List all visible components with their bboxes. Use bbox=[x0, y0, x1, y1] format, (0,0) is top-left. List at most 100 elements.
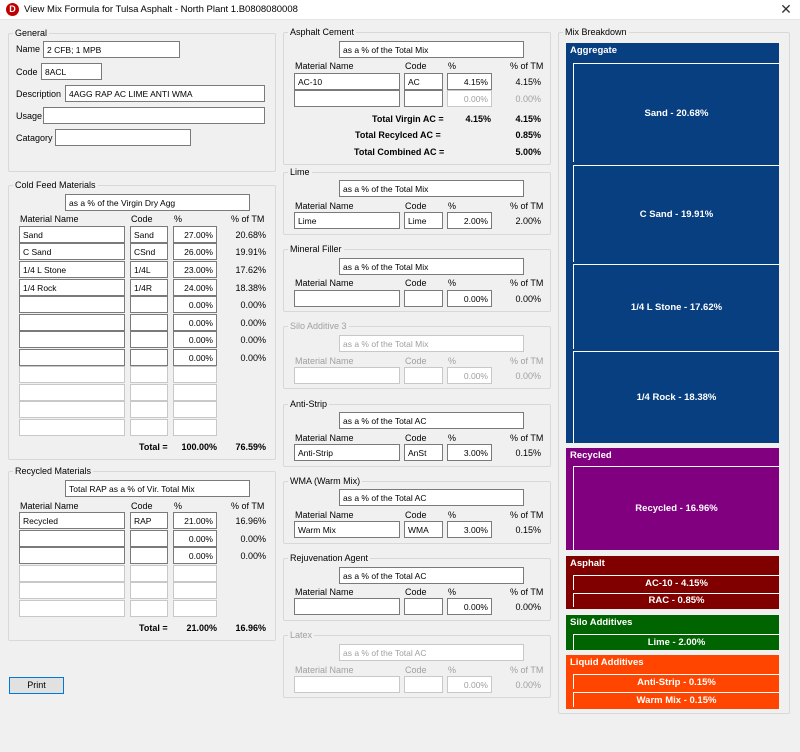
empty-row-cell bbox=[130, 565, 168, 582]
material-name-field[interactable]: 1/4 L Stone bbox=[19, 261, 125, 278]
mineral-filler-material-field[interactable] bbox=[294, 290, 400, 307]
code-field[interactable] bbox=[130, 530, 168, 547]
percent-field[interactable]: 4.15% bbox=[447, 73, 492, 90]
rejuvenation-code-field[interactable] bbox=[404, 598, 443, 615]
percent-field[interactable]: 0.00% bbox=[173, 296, 217, 313]
cold-feed-total-pct: 100.00% bbox=[181, 442, 217, 452]
empty-row-cell bbox=[173, 565, 217, 582]
percent-tm-value: 19.91% bbox=[235, 247, 266, 257]
cold-feed-header-code: Code bbox=[131, 214, 153, 224]
percent-field[interactable]: 0.00% bbox=[173, 349, 217, 366]
empty-row-cell bbox=[173, 384, 217, 401]
as-header-material: Material Name bbox=[295, 433, 354, 443]
material-name-field[interactable]: 1/4 Rock bbox=[19, 279, 125, 296]
silo-additive-3-title: Silo Additive 3 bbox=[288, 321, 349, 332]
lime-material-field[interactable]: Lime bbox=[294, 212, 400, 229]
anti-strip-material-field[interactable]: Anti-Strip bbox=[294, 444, 400, 461]
percent-tm-value: 16.96% bbox=[235, 516, 266, 526]
print-button[interactable]: Print bbox=[9, 677, 64, 694]
wma-material-field[interactable]: Warm Mix bbox=[294, 521, 400, 538]
empty-row-cell bbox=[173, 419, 217, 436]
code-field[interactable]: AC bbox=[404, 73, 443, 90]
mf-header-material: Material Name bbox=[295, 278, 354, 288]
recycled-group: Recycled Materials bbox=[8, 466, 276, 641]
material-name-field[interactable]: Sand bbox=[19, 226, 125, 243]
close-icon[interactable]: ✕ bbox=[780, 1, 792, 17]
sa3-header-material: Material Name bbox=[295, 356, 354, 366]
percent-field[interactable]: 26.00% bbox=[173, 243, 217, 260]
wma-code-field[interactable]: WMA bbox=[404, 521, 443, 538]
rejuvenation-material-field[interactable] bbox=[294, 598, 400, 615]
code-field[interactable]: RAP bbox=[130, 512, 168, 529]
code-field[interactable]: 1/4L bbox=[130, 261, 168, 278]
material-name-field[interactable] bbox=[19, 530, 125, 547]
empty-row-cell bbox=[173, 366, 217, 383]
description-field[interactable]: 4AGG RAP AC LIME ANTI WMA bbox=[65, 85, 265, 102]
recycled-total-tm: 16.96% bbox=[235, 623, 266, 633]
percent-field[interactable]: 0.00% bbox=[173, 547, 217, 564]
code-field[interactable] bbox=[130, 314, 168, 331]
empty-row-cell bbox=[19, 419, 125, 436]
lx-header-tm: % of TM bbox=[510, 665, 544, 675]
code-field[interactable]: Sand bbox=[130, 226, 168, 243]
percent-field[interactable]: 24.00% bbox=[173, 279, 217, 296]
anti-strip-title: Anti-Strip bbox=[288, 399, 330, 410]
lime-header-tm: % of TM bbox=[510, 201, 544, 211]
material-name-field[interactable] bbox=[294, 90, 400, 107]
material-name-field[interactable] bbox=[19, 331, 125, 348]
recycled-header-pct: % bbox=[174, 501, 183, 511]
code-label: Code bbox=[16, 67, 38, 77]
material-name-field[interactable]: AC-10 bbox=[294, 73, 400, 90]
latex-code-field bbox=[404, 676, 443, 693]
material-name-field[interactable] bbox=[19, 296, 125, 313]
silo-additive-3-code-field bbox=[404, 367, 443, 384]
anti-strip-percent-field[interactable]: 3.00% bbox=[447, 444, 492, 461]
percent-field[interactable]: 27.00% bbox=[173, 226, 217, 243]
material-name-field[interactable]: Recycled bbox=[19, 512, 125, 529]
percent-tm-value: 20.68% bbox=[235, 230, 266, 240]
name-field[interactable]: 2 CFB; 1 MPB bbox=[43, 41, 180, 58]
code-field[interactable] bbox=[130, 547, 168, 564]
mix-breakdown-group: Mix Breakdown bbox=[558, 27, 790, 714]
code-field[interactable]: CSnd bbox=[130, 243, 168, 260]
percent-field[interactable]: 23.00% bbox=[173, 261, 217, 278]
percent-tm-value: 17.62% bbox=[235, 265, 266, 275]
usage-field[interactable] bbox=[43, 107, 265, 124]
empty-row-cell bbox=[130, 401, 168, 418]
mineral-filler-code-field[interactable] bbox=[404, 290, 443, 307]
code-field[interactable] bbox=[130, 296, 168, 313]
latex-tm-value: 0.00% bbox=[515, 680, 541, 690]
liquid-block-anti-strip: Anti-Strip - 0.15% bbox=[573, 674, 779, 689]
lime-code-field[interactable]: Lime bbox=[404, 212, 443, 229]
percent-tm-value: 0.00% bbox=[240, 335, 266, 345]
anti-strip-code-field[interactable]: AnSt bbox=[404, 444, 443, 461]
code-field[interactable] bbox=[404, 90, 443, 107]
percent-field[interactable]: 0.00% bbox=[173, 314, 217, 331]
empty-row-cell bbox=[19, 565, 125, 582]
material-name-field[interactable]: C Sand bbox=[19, 243, 125, 260]
percent-field[interactable]: 0.00% bbox=[173, 530, 217, 547]
wma-header-pct: % bbox=[448, 510, 457, 520]
code-field[interactable] bbox=[130, 349, 168, 366]
rejuvenation-percent-field[interactable]: 0.00% bbox=[447, 598, 492, 615]
empty-row-cell bbox=[130, 366, 168, 383]
material-name-field[interactable] bbox=[19, 547, 125, 564]
mineral-filler-percent-field[interactable]: 0.00% bbox=[447, 290, 492, 307]
percent-field[interactable]: 0.00% bbox=[173, 331, 217, 348]
code-field[interactable]: 8ACL bbox=[41, 63, 102, 80]
code-field[interactable] bbox=[130, 331, 168, 348]
lime-percent-field[interactable]: 2.00% bbox=[447, 212, 492, 229]
sa3-header-pct: % bbox=[448, 356, 457, 366]
percent-field[interactable]: 21.00% bbox=[173, 512, 217, 529]
percent-tm-value: 0.00% bbox=[240, 534, 266, 544]
category-field[interactable] bbox=[55, 129, 191, 146]
rejuvenation-tm-value: 0.00% bbox=[515, 602, 541, 612]
percent-field[interactable]: 0.00% bbox=[447, 90, 492, 107]
sa3-header-tm: % of TM bbox=[510, 356, 544, 366]
code-field[interactable]: 1/4R bbox=[130, 279, 168, 296]
wma-basis: as a % of the Total AC bbox=[339, 489, 524, 506]
wma-title: WMA (Warm Mix) bbox=[288, 476, 363, 487]
wma-percent-field[interactable]: 3.00% bbox=[447, 521, 492, 538]
material-name-field[interactable] bbox=[19, 314, 125, 331]
material-name-field[interactable] bbox=[19, 349, 125, 366]
